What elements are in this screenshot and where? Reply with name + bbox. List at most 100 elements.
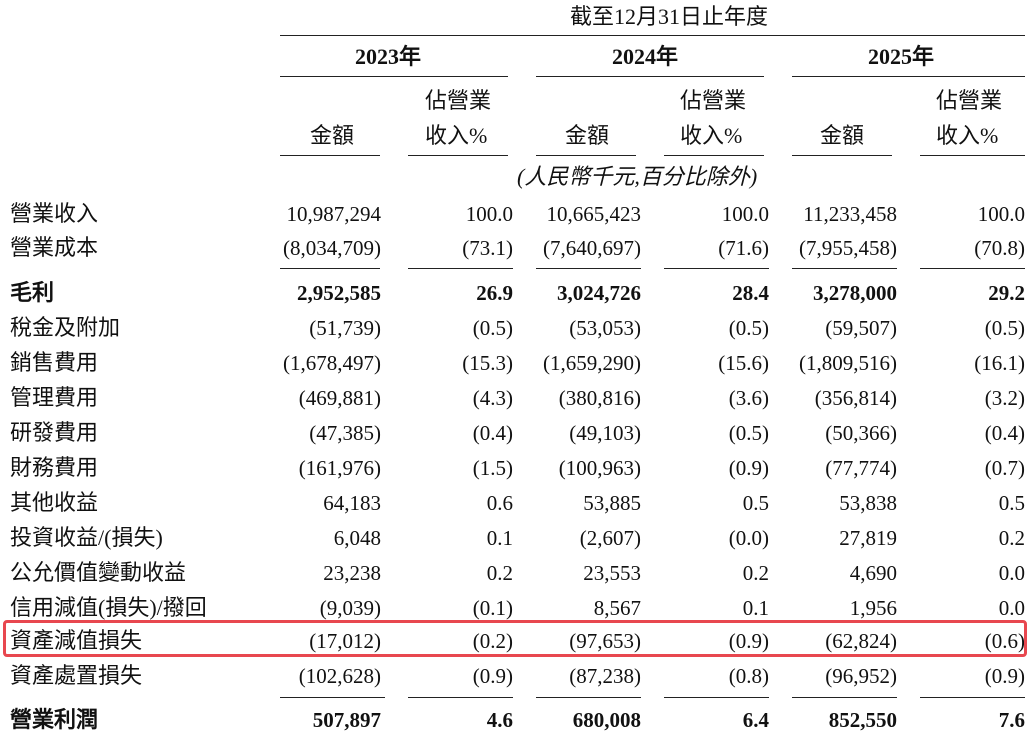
cell-amount-2025: (59,507)	[825, 316, 897, 340]
col-underline	[792, 155, 892, 156]
cell-amount-2024: 8,567	[593, 596, 641, 620]
cell-amount-2024: (87,238)	[569, 664, 641, 688]
cell-pct-2025: (0.4)	[984, 421, 1025, 445]
cell-amount-2023: 64,183	[323, 491, 381, 515]
cell-amount-2025: 11,233,458	[803, 202, 897, 226]
year-header-2024: 2024年	[612, 44, 679, 69]
cell-amount-2023: (9,039)	[319, 596, 381, 620]
cell-pct-2025: 0.5	[998, 491, 1025, 515]
subtotal-underline	[536, 268, 641, 269]
subtotal-underline	[280, 268, 380, 269]
year-header-2025: 2025年	[868, 44, 935, 69]
cell-pct-2024: (3.6)	[728, 386, 769, 410]
total-underline	[408, 697, 513, 698]
cell-pct-2025: 100.0	[977, 202, 1025, 226]
row-label: 財務費用	[10, 455, 99, 480]
cell-pct-2025: (0.9)	[984, 664, 1025, 688]
unit-note: (人民幣千元,百分比除外)	[517, 164, 758, 189]
cell-pct-2025: 0.2	[998, 526, 1025, 550]
cell-pct-2025: 0.0	[998, 596, 1025, 620]
cell-pct-2024: (0.5)	[728, 316, 769, 340]
col-pct-header-2024-line1: 佔營業	[680, 88, 747, 113]
row-label: 毛利	[10, 280, 55, 305]
cell-amount-2024: (49,103)	[569, 421, 641, 445]
cell-amount-2023: (47,385)	[309, 421, 381, 445]
cell-pct-2024: (15.6)	[718, 351, 769, 375]
col-amount-header-2025: 金額	[820, 123, 865, 148]
cell-pct-2025: (3.2)	[984, 386, 1025, 410]
subtotal-underline	[408, 268, 513, 269]
cell-amount-2024: 23,553	[583, 561, 641, 585]
cell-amount-2023: (161,976)	[298, 456, 381, 480]
highlight-box	[3, 620, 1027, 657]
cell-amount-2023: (469,881)	[298, 386, 381, 410]
year-underline-2024	[536, 76, 764, 77]
cell-amount-2024: (100,963)	[558, 456, 641, 480]
cell-pct-2024: (0.9)	[728, 456, 769, 480]
cell-pct-2023: (15.3)	[462, 351, 513, 375]
col-underline	[408, 155, 508, 156]
cell-pct-2024: 0.1	[742, 596, 769, 620]
cell-pct-2024: (0.5)	[728, 421, 769, 445]
cell-amount-2024: (380,816)	[558, 386, 641, 410]
row-label: 其他收益	[10, 490, 99, 515]
cell-pct-2023: (73.1)	[462, 236, 513, 260]
cell-pct-2023: 0.1	[486, 526, 513, 550]
row-label: 信用減值(損失)/撥回	[10, 595, 207, 620]
cell-amount-2023: (8,034,709)	[283, 236, 381, 260]
year-underline-2025	[792, 76, 1025, 77]
subtotal-underline	[920, 268, 1025, 269]
cell-amount-2023: (102,628)	[298, 664, 381, 688]
cell-pct-2024: (0.0)	[728, 526, 769, 550]
cell-amount-2025: (356,814)	[814, 386, 897, 410]
row-label: 銷售費用	[10, 350, 99, 375]
cell-amount-2025: 4,690	[849, 561, 897, 585]
cell-amount-2025: 53,838	[839, 491, 897, 515]
cell-pct-2024: 100.0	[721, 202, 769, 226]
row-label: 稅金及附加	[10, 315, 121, 340]
cell-amount-2024: (1,659,290)	[543, 351, 641, 375]
col-amount-header-2023: 金額	[310, 123, 355, 148]
cell-amount-2023: (17,012)	[309, 629, 381, 653]
total-underline	[920, 697, 1025, 698]
cell-amount-2023: 507,897	[312, 708, 381, 732]
cell-pct-2024: 28.4	[732, 281, 769, 305]
total-underline	[536, 697, 641, 698]
col-pct-header-2024-line2: 收入%	[680, 123, 743, 148]
cell-pct-2023: 26.9	[476, 281, 513, 305]
year-header-2023: 2023年	[355, 44, 422, 69]
subtotal-underline	[664, 268, 769, 269]
total-underline	[280, 697, 385, 698]
col-pct-header-2023-line1: 佔營業	[425, 88, 492, 113]
cell-pct-2023: 100.0	[465, 202, 513, 226]
cell-pct-2024: 0.5	[742, 491, 769, 515]
col-underline	[920, 155, 1025, 156]
col-underline	[280, 155, 380, 156]
cell-pct-2025: (16.1)	[974, 351, 1025, 375]
cell-pct-2025: (0.5)	[984, 316, 1025, 340]
cell-pct-2025: (70.8)	[974, 236, 1025, 260]
col-pct-header-2023-line2: 收入%	[425, 123, 488, 148]
cell-pct-2023: 0.6	[486, 491, 513, 515]
row-label: 投資收益/(損失)	[10, 525, 163, 550]
cell-amount-2023: (1,678,497)	[283, 351, 381, 375]
cell-pct-2025: (0.7)	[984, 456, 1025, 480]
period-underline	[280, 35, 1025, 36]
cell-pct-2023: (0.4)	[472, 421, 513, 445]
cell-amount-2025: 27,819	[839, 526, 897, 550]
cell-pct-2024: 0.2	[742, 561, 769, 585]
cell-pct-2023: (1.5)	[472, 456, 513, 480]
cell-amount-2025: (50,366)	[825, 421, 897, 445]
cell-amount-2024: (97,653)	[569, 629, 641, 653]
cell-pct-2025: (0.6)	[984, 629, 1025, 653]
cell-amount-2025: (1,809,516)	[799, 351, 897, 375]
cell-amount-2023: (51,739)	[309, 316, 381, 340]
cell-pct-2024: (0.9)	[728, 629, 769, 653]
cell-amount-2025: 3,278,000	[813, 281, 897, 305]
period-header: 截至12月31日止年度	[570, 4, 769, 29]
col-pct-header-2025-line1: 佔營業	[936, 88, 1003, 113]
cell-amount-2024: (53,053)	[569, 316, 641, 340]
cell-pct-2024: 6.4	[742, 708, 769, 732]
cell-pct-2023: (4.3)	[472, 386, 513, 410]
col-pct-header-2025-line2: 收入%	[936, 123, 999, 148]
